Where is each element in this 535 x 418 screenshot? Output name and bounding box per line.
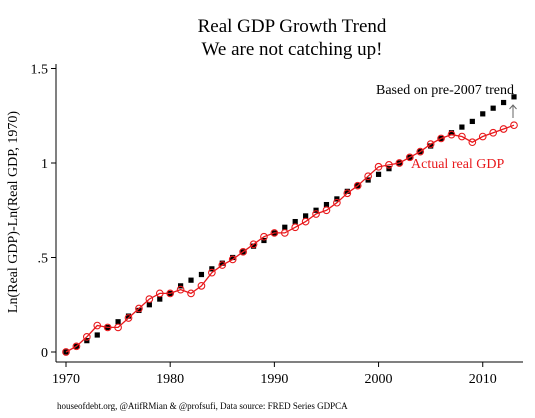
actual-point <box>416 147 425 156</box>
actual-point <box>312 210 320 218</box>
actual-point <box>176 285 185 294</box>
actual-point <box>426 140 435 148</box>
actual-point <box>93 321 102 330</box>
trend-point <box>344 188 350 194</box>
trend-point <box>480 111 486 117</box>
trend-point <box>428 143 434 149</box>
actual-point <box>447 130 456 139</box>
trend-point <box>323 201 330 208</box>
annotation-trend: Based on pre-2007 trend <box>376 83 514 98</box>
trend-point <box>250 243 257 249</box>
actual-point <box>395 159 404 167</box>
actual-point <box>249 240 258 249</box>
actual-point <box>62 348 70 356</box>
trend-point <box>303 213 309 219</box>
actual-point <box>343 189 352 198</box>
actual-point <box>353 181 362 190</box>
actual-point <box>468 138 477 147</box>
trend-point <box>188 277 194 283</box>
trend-point <box>146 302 152 308</box>
trend-point <box>230 254 236 261</box>
source-note: houseofdebt.org, @AtifRMian & @profsufi,… <box>57 401 348 411</box>
trend-point <box>282 224 288 230</box>
trend-point <box>448 130 455 136</box>
actual-point <box>478 132 487 141</box>
y-ticks: 0 .5 1 1.5 <box>31 63 56 361</box>
actual-point <box>374 162 383 171</box>
y-tick-label: 1 <box>41 157 48 172</box>
actual-point <box>228 255 237 264</box>
y-tick-label: 1.5 <box>31 63 49 78</box>
trend-point <box>459 124 465 130</box>
actual-point <box>260 232 268 241</box>
actual-line <box>65 124 515 353</box>
actual-point <box>239 247 247 256</box>
trend-point <box>490 105 496 111</box>
y-axis-label: Ln(Real GDP)-Ln(Real GDP, 1970) <box>6 111 21 314</box>
trend-point <box>469 118 475 125</box>
actual-point <box>458 132 466 141</box>
chart-subtitle: We are not catching up! <box>201 39 382 60</box>
actual-point <box>333 198 341 207</box>
actual-point <box>166 289 175 298</box>
y-tick-label: 0 <box>41 346 48 361</box>
trend-point <box>125 313 132 319</box>
actual-point <box>364 172 372 181</box>
actual-point <box>280 229 289 237</box>
x-ticks: 1970 1980 1990 2000 2010 <box>52 362 497 387</box>
actual-point <box>291 223 300 232</box>
trend-point <box>375 171 382 177</box>
annotation-actual: Actual real GDP <box>411 157 505 172</box>
annotation-arrow <box>509 104 517 118</box>
actual-point <box>197 282 206 290</box>
trend-point <box>292 218 298 225</box>
actual-series <box>62 121 518 356</box>
trend-point <box>157 296 163 302</box>
actual-point <box>499 125 508 133</box>
actual-point <box>385 161 393 169</box>
trend-point <box>219 260 225 266</box>
actual-point <box>72 342 81 351</box>
trend-point <box>198 271 205 278</box>
actual-point <box>208 268 216 277</box>
trend-point <box>115 319 121 325</box>
actual-point <box>510 121 518 130</box>
actual-point <box>301 217 310 226</box>
actual-point <box>103 323 112 332</box>
x-tick-label: 1970 <box>52 372 80 387</box>
actual-point <box>145 295 154 303</box>
y-tick-label: .5 <box>38 252 49 267</box>
x-tick-label: 1980 <box>156 372 184 387</box>
trend-point <box>136 307 142 314</box>
actual-point <box>124 314 133 322</box>
actual-point <box>270 229 279 237</box>
actual-point <box>135 304 143 313</box>
actual-point <box>82 333 91 341</box>
actual-point <box>489 128 498 137</box>
trend-point <box>511 94 517 100</box>
actual-point <box>405 153 414 162</box>
actual-point <box>114 323 122 332</box>
chart-title: Real GDP Growth Trend <box>198 16 387 37</box>
x-tick-label: 1990 <box>260 372 288 387</box>
actual-point <box>437 134 445 143</box>
actual-point <box>322 206 331 215</box>
x-tick-label: 2010 <box>469 372 497 387</box>
actual-point <box>155 289 164 298</box>
trend-point <box>94 332 100 338</box>
trend-point <box>500 99 507 106</box>
x-tick-label: 2000 <box>365 372 393 387</box>
actual-point <box>187 289 195 298</box>
actual-point <box>218 261 227 269</box>
